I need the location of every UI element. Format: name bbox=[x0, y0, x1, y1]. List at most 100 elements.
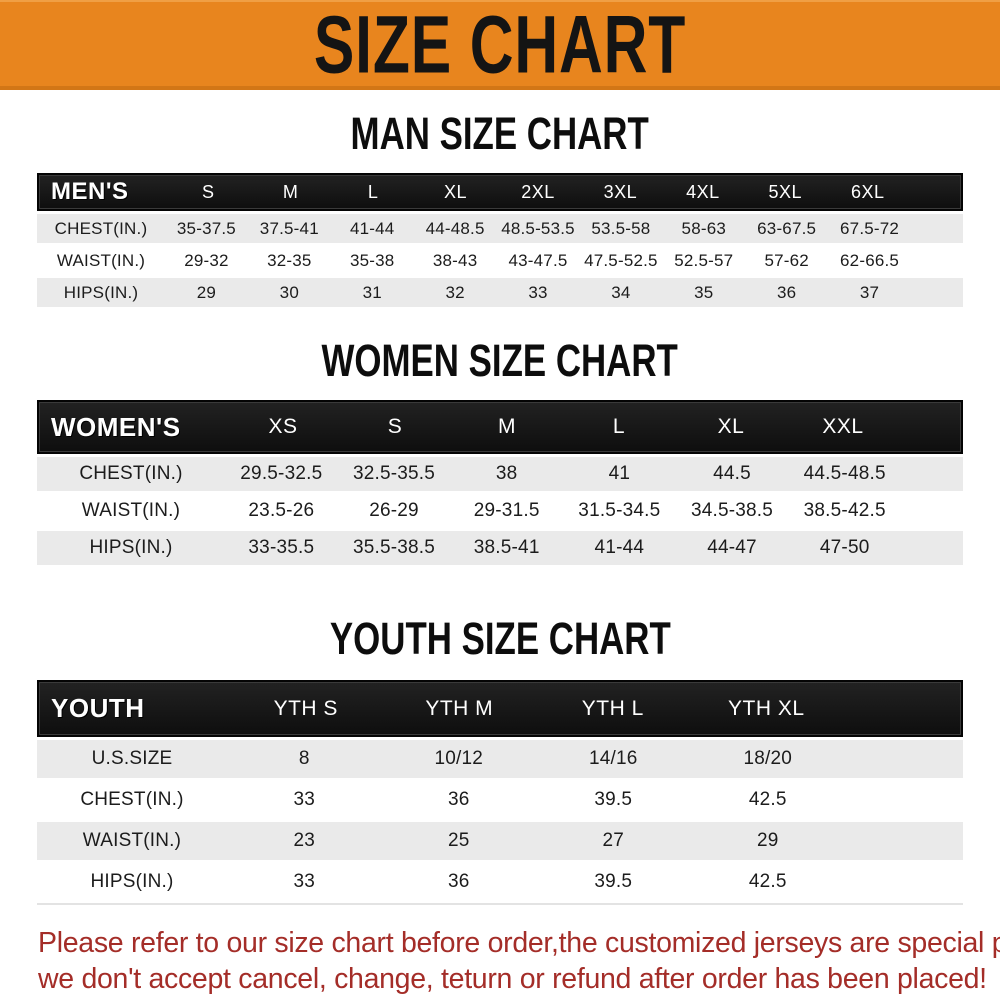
youth-size-value: 8 bbox=[298, 748, 310, 769]
men-size-value: 35 bbox=[694, 282, 714, 302]
youth-size-value: 23 bbox=[293, 830, 316, 851]
women-size-value: 35.5-38.5 bbox=[352, 537, 436, 558]
women-size-value: 38 bbox=[495, 463, 518, 484]
women-size-value: 32.5-35.5 bbox=[352, 463, 436, 484]
men-row-label: WAIST(IN.) bbox=[56, 250, 146, 270]
women-row-label: WAIST(IN.) bbox=[81, 500, 181, 521]
men-size-value: 35-37.5 bbox=[176, 218, 236, 238]
men-table-title-cell: MEN'S bbox=[51, 178, 129, 205]
women-table-title-cell: WOMEN'S bbox=[51, 411, 181, 442]
youth-size-value: 25 bbox=[447, 830, 470, 851]
youth-size-column-header: YTH S bbox=[273, 696, 338, 720]
youth-row-label: WAIST(IN.) bbox=[82, 830, 182, 851]
youth-size-column-header: YTH M bbox=[425, 696, 494, 720]
banner: SIZE CHART bbox=[0, 0, 1000, 90]
men-size-value: 37.5-41 bbox=[259, 218, 319, 238]
women-size-value: 47-50 bbox=[819, 537, 870, 558]
men-size-value: 53.5-58 bbox=[591, 218, 651, 238]
youth-table-row: U.S.SIZE 8 10/12 14/16 18/20 bbox=[37, 740, 963, 778]
men-size-value: 37 bbox=[859, 282, 880, 302]
women-table-header-row: WOMEN'S XS S M L XL XXL bbox=[37, 400, 963, 454]
men-table-header-row: MEN'S S M L XL 2XL 3XL 4XL 5XL 6XL bbox=[37, 173, 963, 211]
men-size-column-header: XL bbox=[444, 181, 468, 202]
men-table-row: HIPS(IN.) 29 30 31 32 33 34 35 36 37 bbox=[37, 278, 963, 307]
women-size-value: 33-35.5 bbox=[248, 537, 315, 558]
men-size-value: 29 bbox=[196, 282, 217, 302]
men-size-value: 32 bbox=[445, 282, 465, 302]
youth-size-value: 39.5 bbox=[594, 789, 633, 810]
footer-notice: Please refer to our size chart before or… bbox=[0, 925, 1000, 997]
youth-size-value: 27 bbox=[602, 830, 625, 851]
women-size-value: 26-29 bbox=[369, 500, 419, 521]
men-table-row: WAIST(IN.) 29-32 32-35 35-38 38-43 43-47.5 47.… bbox=[37, 246, 963, 275]
men-size-column-header: 2XL bbox=[521, 181, 555, 202]
women-size-value: 29.5-32.5 bbox=[240, 463, 323, 484]
men-size-value: 43-47.5 bbox=[508, 250, 568, 270]
youth-size-table: YOUTH YTH S YTH M YTH L YTH XL U.S.SIZE 8 10/12… bbox=[37, 680, 963, 905]
youth-row-label: U.S.SIZE bbox=[91, 748, 173, 769]
men-size-value: 47.5-52.5 bbox=[584, 250, 658, 270]
men-size-value: 67.5-72 bbox=[840, 218, 900, 238]
men-size-value: 29-32 bbox=[184, 250, 229, 270]
men-row-label: HIPS(IN.) bbox=[63, 282, 139, 302]
men-size-value: 52.5-57 bbox=[674, 250, 734, 270]
women-size-value: 44.5 bbox=[713, 463, 751, 484]
women-size-value: 41 bbox=[608, 463, 631, 484]
youth-table-row: WAIST(IN.) 23 25 27 29 bbox=[37, 822, 963, 860]
women-size-value: 29-31.5 bbox=[473, 500, 540, 521]
women-size-column-header: L bbox=[612, 415, 626, 438]
youth-size-value: 33 bbox=[293, 871, 316, 892]
men-row-label: CHEST(IN.) bbox=[54, 218, 148, 238]
men-size-value: 44-48.5 bbox=[425, 218, 485, 238]
women-size-column-header: S bbox=[387, 415, 403, 438]
youth-size-value: 39.5 bbox=[594, 871, 633, 892]
men-table-row: CHEST(IN.) 35-37.5 37.5-41 41-44 44-48.5 48.5… bbox=[37, 214, 963, 243]
youth-section-title-text: YOUTH SIZE CHART bbox=[329, 613, 671, 664]
women-size-value: 23.5-26 bbox=[248, 500, 315, 521]
men-size-value: 36 bbox=[777, 282, 797, 302]
men-size-value: 57-62 bbox=[764, 250, 809, 270]
banner-title: SIZE CHART bbox=[313, 0, 687, 91]
youth-size-value: 42.5 bbox=[748, 789, 787, 810]
men-size-value: 30 bbox=[279, 282, 299, 302]
women-size-column-header: XXL bbox=[822, 415, 864, 438]
youth-table-row: CHEST(IN.) 33 36 39.5 42.5 bbox=[37, 781, 963, 819]
notice-line-1: Please refer to our size chart before or… bbox=[38, 927, 1000, 959]
youth-size-value: 36 bbox=[447, 871, 470, 892]
women-section-title-text: WOMEN SIZE CHART bbox=[321, 335, 679, 386]
section-youth: YOUTH SIZE CHART YOUTH YTH S YTH M YTH L YTH… bbox=[0, 613, 1000, 905]
youth-size-value: 29 bbox=[756, 830, 779, 851]
men-size-column-header: 4XL bbox=[686, 181, 720, 202]
men-size-value: 63-67.5 bbox=[757, 218, 817, 238]
women-row-label: HIPS(IN.) bbox=[89, 537, 173, 558]
men-size-column-header: L bbox=[367, 181, 379, 202]
men-section-title-text: MAN SIZE CHART bbox=[350, 108, 650, 159]
women-size-value: 38.5-42.5 bbox=[803, 500, 886, 521]
men-size-value: 58-63 bbox=[681, 218, 727, 238]
women-size-column-header: XS bbox=[268, 415, 298, 438]
women-size-value: 31.5-34.5 bbox=[578, 500, 661, 521]
men-size-value: 32-35 bbox=[267, 250, 312, 270]
youth-size-column-header: YTH L bbox=[581, 696, 644, 720]
men-size-value: 34 bbox=[611, 282, 631, 302]
youth-table-header-row: YOUTH YTH S YTH M YTH L YTH XL bbox=[37, 680, 963, 737]
men-size-column-header: 6XL bbox=[850, 181, 885, 202]
youth-row-label: CHEST(IN.) bbox=[80, 789, 184, 810]
women-table-row: HIPS(IN.) 33-35.5 35.5-38.5 38.5-41 41-44 44-… bbox=[37, 531, 963, 565]
men-size-value: 48.5-53.5 bbox=[501, 218, 575, 238]
men-size-value: 35-38 bbox=[349, 250, 395, 270]
women-size-value: 41-44 bbox=[594, 537, 645, 558]
youth-size-value: 14/16 bbox=[588, 748, 638, 769]
women-size-column-header: M bbox=[498, 415, 516, 438]
men-size-value: 38-43 bbox=[432, 250, 478, 270]
men-size-table: MEN'S S M L XL 2XL 3XL 4XL 5XL 6XL CHEST(IN.) 35-37… bbox=[37, 173, 963, 307]
men-section-title: MAN SIZE CHART bbox=[0, 108, 1000, 159]
men-size-column-header: S bbox=[201, 181, 215, 202]
men-size-column-header: 3XL bbox=[603, 181, 638, 202]
men-size-value: 41-44 bbox=[349, 218, 395, 238]
youth-size-value: 10/12 bbox=[434, 748, 484, 769]
youth-size-value: 33 bbox=[293, 789, 316, 810]
men-size-column-header: M bbox=[282, 181, 299, 202]
women-table-row: WAIST(IN.) 23.5-26 26-29 29-31.5 31.5-34.5 34… bbox=[37, 494, 963, 528]
youth-size-value: 18/20 bbox=[743, 748, 793, 769]
